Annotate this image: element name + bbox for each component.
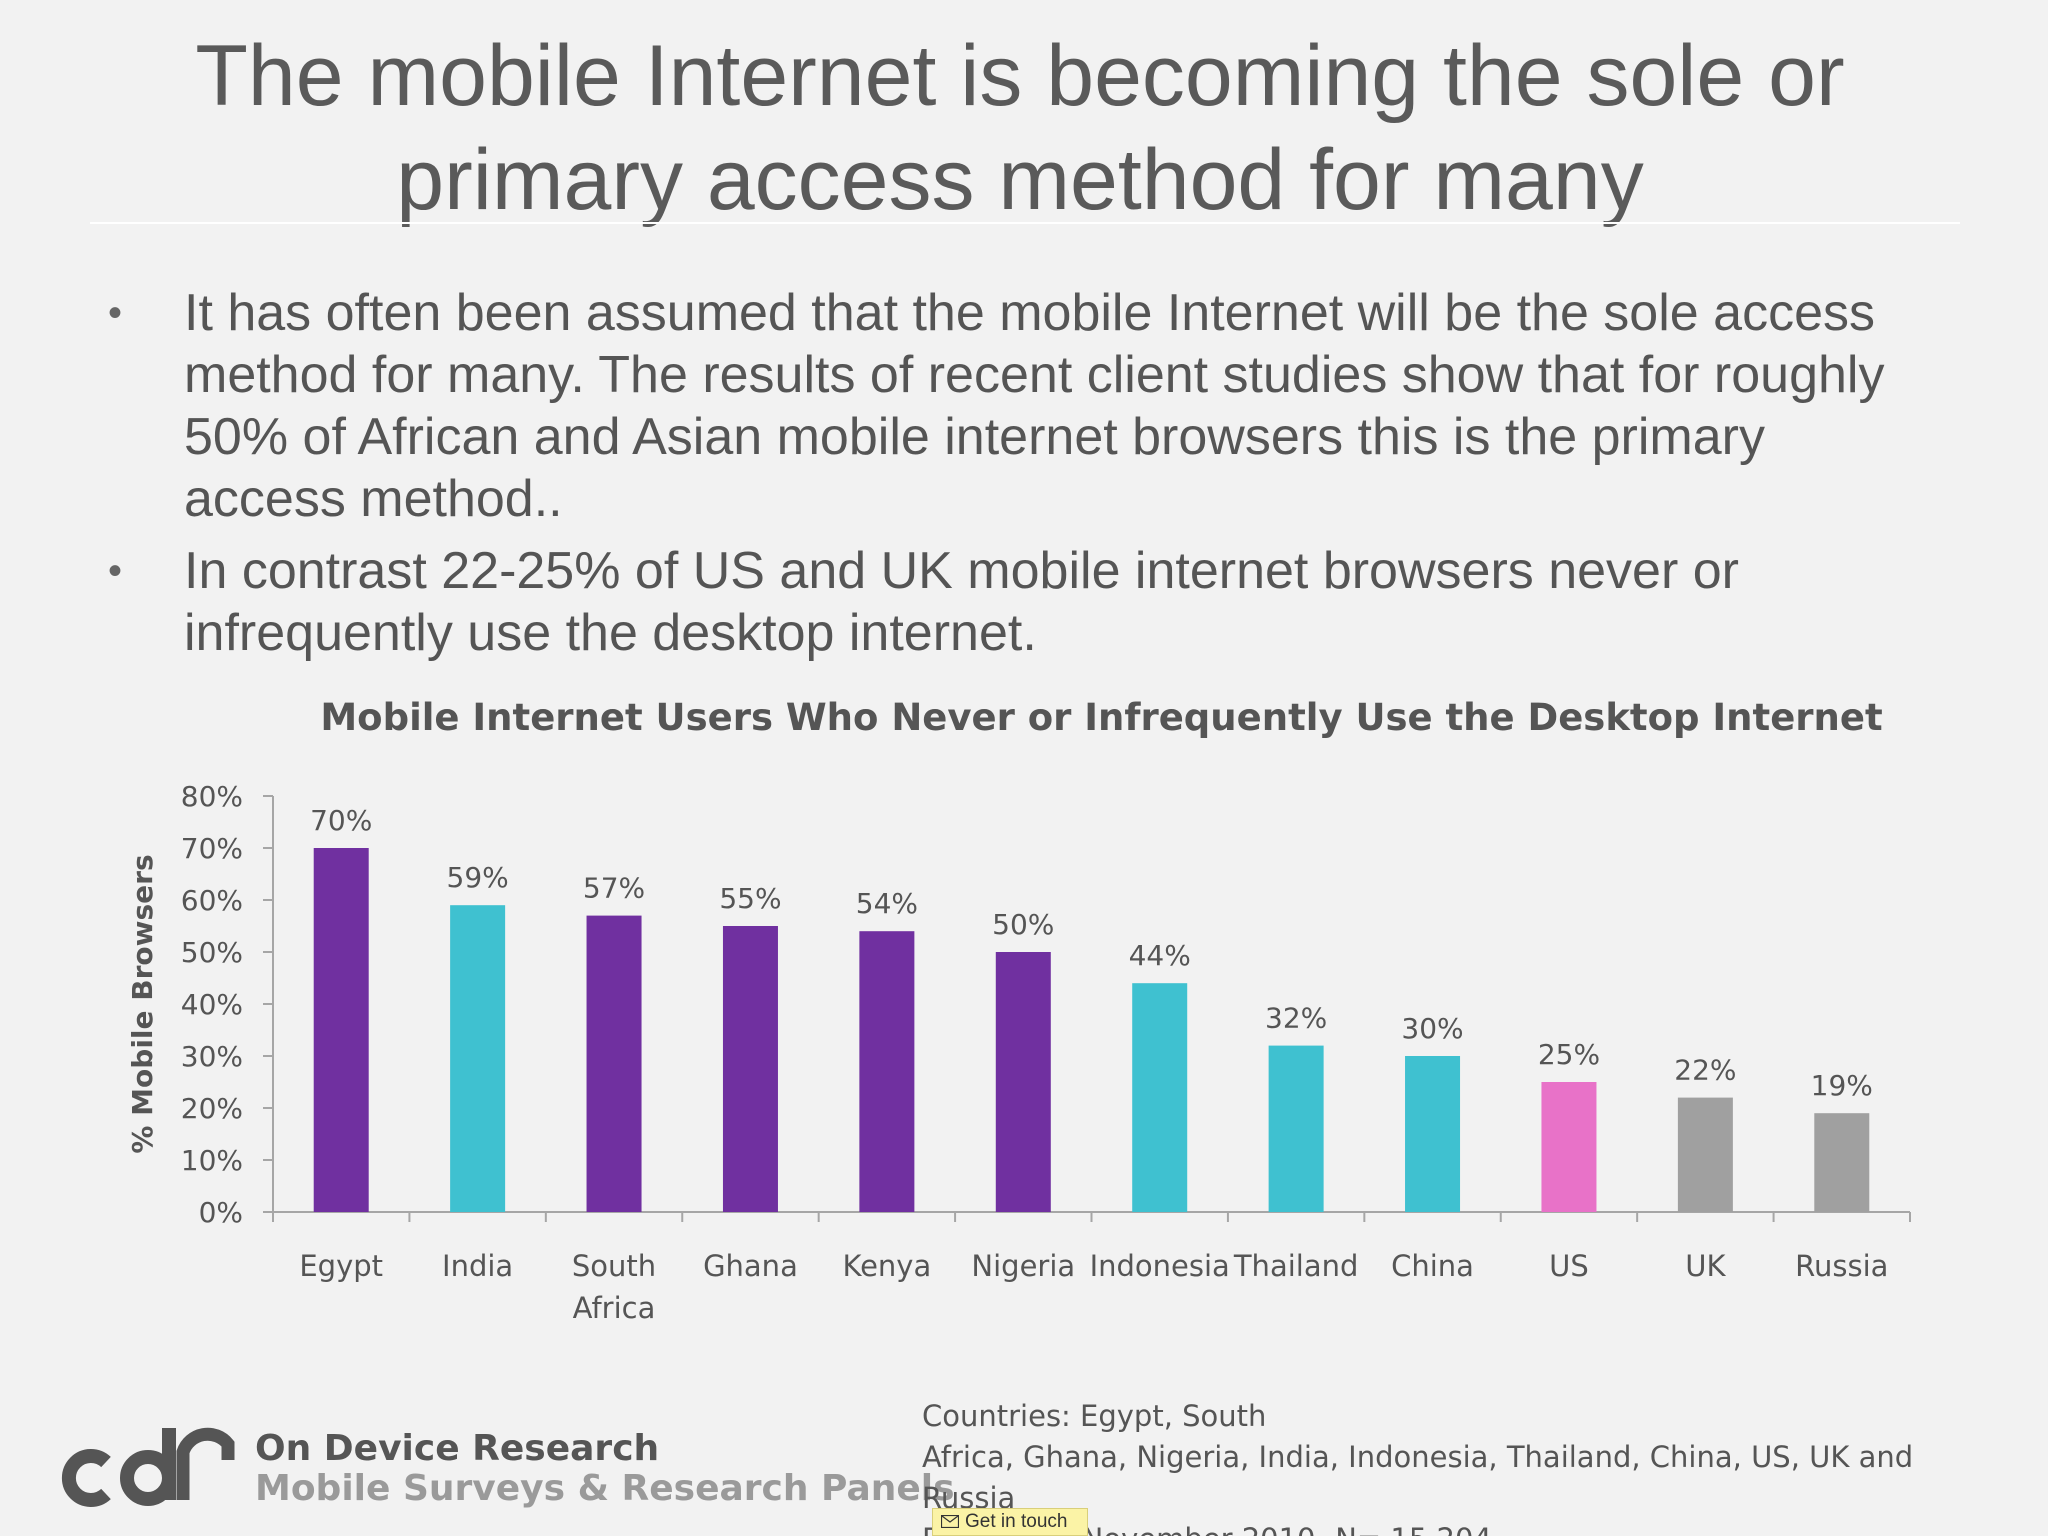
bar-india [450, 905, 506, 1212]
x-tick-label: Nigeria [971, 1249, 1075, 1283]
get-in-touch-label: Get in touch [965, 1511, 1068, 1532]
title-divider [90, 222, 1960, 224]
y-tick-label: 70% [181, 832, 243, 865]
bullet-item: • In contrast 22-25% of US and UK mobile… [100, 540, 1920, 664]
y-axis-label: % Mobile Browsers [126, 854, 159, 1153]
data-label: 32% [1265, 1002, 1327, 1035]
countries-line: Africa, Ghana, Nigeria, India, Indonesia… [922, 1440, 1914, 1515]
bar-ghana [722, 926, 778, 1212]
data-label: 44% [1129, 939, 1191, 972]
chart-title: Mobile Internet Users Who Never or Infre… [320, 696, 1882, 739]
bullet-icon: • [108, 549, 123, 593]
y-tick-label: 10% [181, 1144, 243, 1177]
bullet-item: • It has often been assumed that the mob… [100, 282, 1920, 530]
data-label: 50% [992, 908, 1054, 941]
mail-icon [941, 1515, 959, 1529]
y-tick-label: 50% [181, 936, 243, 969]
bar-us [1541, 1082, 1597, 1212]
bar-russia [1814, 1113, 1870, 1212]
y-tick-label: 40% [181, 988, 243, 1021]
bullet-text: It has often been assumed that the mobil… [184, 284, 1885, 528]
bullet-list: • It has often been assumed that the mob… [100, 282, 1920, 674]
x-tick-label: US [1549, 1249, 1589, 1283]
bar-nigeria [995, 952, 1051, 1212]
data-label: 25% [1538, 1038, 1600, 1071]
bar-thailand [1268, 1045, 1324, 1212]
x-tick-label: Ghana [703, 1249, 798, 1283]
x-tick-label: China [1391, 1249, 1474, 1283]
data-label: 19% [1811, 1069, 1873, 1102]
chart: Mobile Internet Users Who Never or Infre… [0, 690, 2048, 1350]
x-tick-label: Indonesia [1090, 1249, 1230, 1283]
data-label: 30% [1401, 1012, 1463, 1045]
bar-egypt [313, 848, 369, 1212]
x-tick-label: Russia [1795, 1249, 1888, 1283]
y-tick-label: 30% [181, 1040, 243, 1073]
bar-chart: Mobile Internet Users Who Never or Infre… [126, 696, 1911, 1325]
bar-kenya [859, 931, 915, 1212]
bar-uk [1677, 1097, 1733, 1212]
x-tick-label: Kenya [843, 1249, 932, 1283]
x-tick-label: UK [1685, 1249, 1726, 1283]
x-tick-label: Egypt [299, 1249, 383, 1283]
brand-name: On Device Research [255, 1428, 660, 1469]
bullet-text: In contrast 22-25% of US and UK mobile i… [184, 542, 1739, 662]
bullet-icon: • [108, 291, 123, 335]
bar-china [1405, 1056, 1461, 1212]
data-label: 54% [856, 887, 918, 920]
bar-indonesia [1132, 983, 1188, 1212]
slide-title: The mobile Internet is becoming the sole… [195, 28, 1845, 228]
y-tick-label: 0% [199, 1196, 243, 1229]
logo-icon [61, 1427, 235, 1507]
get-in-touch-button[interactable]: Get in touch [932, 1508, 1088, 1536]
x-tick-label: India [442, 1249, 513, 1283]
data-label: 59% [447, 861, 509, 894]
y-tick-label: 60% [181, 884, 243, 917]
y-tick-label: 80% [181, 780, 243, 813]
data-label: 70% [310, 804, 372, 837]
data-label: 55% [719, 882, 781, 915]
countries-line: Countries: Egypt, South [922, 1399, 1267, 1433]
y-tick-label: 20% [181, 1092, 243, 1125]
bar-south-africa [586, 915, 642, 1212]
brand-tagline: Mobile Surveys & Research Panels [255, 1468, 955, 1509]
x-tick-label: Africa [573, 1291, 656, 1325]
data-label: 22% [1674, 1054, 1736, 1087]
data-label: 57% [583, 872, 645, 905]
x-tick-label: Thailand [1233, 1249, 1359, 1283]
x-tick-label: South [572, 1249, 656, 1283]
